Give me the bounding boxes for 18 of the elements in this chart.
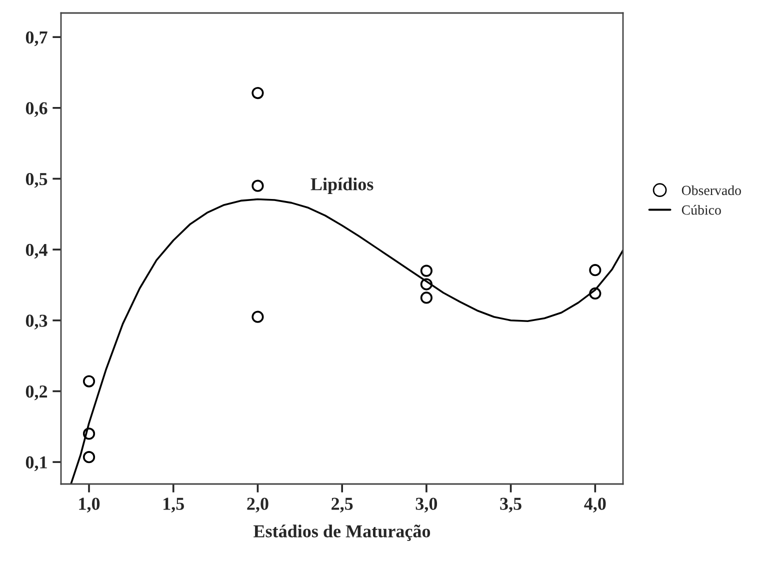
y-tick-label: 0,5 [26,172,48,188]
x-tick-label: 2,5 [332,498,353,513]
x-tick-label: 1,0 [79,498,100,513]
x-axis-title: Estádios de Maturação [254,524,430,541]
y-tick-label: 0,3 [26,314,48,330]
x-tick-label: 3,5 [500,498,522,513]
x-tick-label: 1,5 [164,498,184,513]
x-tick-label: 4,0 [584,498,606,513]
y-tick-label: 0,7 [26,31,48,46]
x-tick-label: 3,0 [416,498,438,513]
y-tick-label: 0,6 [26,102,48,117]
y-tick-label: 0,1 [26,456,47,472]
y-tick-label: 0,4 [26,244,48,259]
legend-label: Observado [682,185,741,196]
text: Lipídios [310,178,374,194]
x-tick-label: 2,0 [247,498,268,513]
legend-label: Cúbico [682,204,721,215]
y-tick-label: 0,2 [26,385,48,400]
